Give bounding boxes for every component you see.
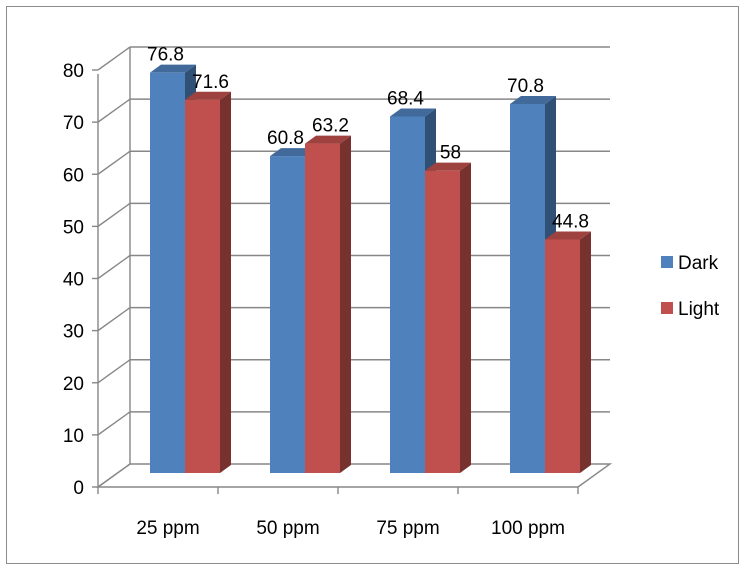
y-tick-label: 70: [63, 113, 84, 134]
x-tick-label: 25 ppm: [136, 518, 199, 539]
bar-side-face: [460, 162, 471, 474]
bar-top-face: [270, 148, 316, 157]
y-tick-labels: 0 10 20 30 40 50 60 70 80: [63, 61, 84, 499]
legend-item-light: Light: [661, 299, 720, 320]
bar-top-face: [390, 108, 436, 117]
data-label-dark-2: 60.8: [267, 128, 304, 149]
gridline-side-70: [97, 98, 131, 123]
legend-item-dark: Dark: [661, 253, 719, 274]
bar-top-face: [545, 231, 591, 240]
gridline-side-30: [97, 307, 131, 332]
bar-front-face: [185, 99, 220, 473]
y-tick-label: 40: [63, 270, 84, 291]
bar-front-face: [150, 72, 185, 474]
legend-label: Light: [678, 299, 720, 320]
y-tick-label: 10: [63, 426, 84, 447]
gridline-side-60: [97, 150, 131, 175]
bar-front-face: [510, 103, 545, 473]
bar-front-face: [305, 143, 340, 473]
gridline-side-50: [97, 202, 131, 227]
bar-side-face: [580, 231, 591, 473]
gridline-side-0: [97, 463, 131, 488]
gridline-side-20: [97, 359, 131, 384]
axes: [92, 69, 579, 494]
x-tick-labels: 25 ppm 50 ppm 75 ppm 100 ppm: [136, 518, 565, 539]
bar-top-face: [150, 64, 196, 73]
data-label-light-1: 71.6: [192, 72, 229, 93]
data-label-dark-4: 70.8: [507, 76, 544, 97]
bar-side-face: [220, 91, 231, 473]
legend-swatch: [661, 256, 673, 268]
bar-side-face: [340, 135, 351, 473]
bar-top-face: [510, 95, 556, 104]
y-tick-label: 30: [63, 322, 84, 343]
data-label-light-2: 63.2: [312, 116, 349, 137]
legend-swatch: [661, 302, 673, 314]
x-tick-label: 50 ppm: [256, 518, 319, 539]
gridline-side-80: [97, 46, 131, 71]
data-label-dark-3: 68.4: [387, 88, 424, 109]
bar-light-3: [425, 162, 471, 474]
bar-light-2: [305, 135, 351, 473]
legend: Dark Light: [661, 253, 720, 320]
gridline-side-10: [97, 411, 131, 436]
data-label-dark-1: 76.8: [147, 45, 184, 66]
y-tick-label: 50: [63, 217, 84, 238]
y-tick-label: 80: [63, 61, 84, 82]
y-tick-label: 20: [63, 374, 84, 395]
x-tick-label: 100 ppm: [491, 518, 565, 539]
bar-top-face: [185, 91, 231, 100]
bar-front-face: [425, 170, 460, 474]
bar-top-face: [425, 162, 471, 171]
bar-front-face: [545, 239, 580, 473]
bars: [150, 64, 591, 474]
y-tick-label: 0: [73, 478, 84, 499]
data-label-light-3: 58: [440, 143, 461, 164]
y-tick-label: 60: [63, 165, 84, 186]
x-tick-label: 75 ppm: [376, 518, 439, 539]
data-labels: 76.8 71.6 60.8 63.2 68.4 58 70.8 44.8: [147, 45, 589, 233]
data-label-light-4: 44.8: [552, 211, 589, 232]
bar-light-1: [185, 91, 231, 473]
bar-top-face: [305, 135, 351, 144]
bar-light-4: [545, 231, 591, 473]
bar-front-face: [390, 116, 425, 473]
bar-front-face: [270, 156, 305, 473]
legend-label: Dark: [678, 253, 719, 274]
gridline-side-40: [97, 254, 131, 280]
